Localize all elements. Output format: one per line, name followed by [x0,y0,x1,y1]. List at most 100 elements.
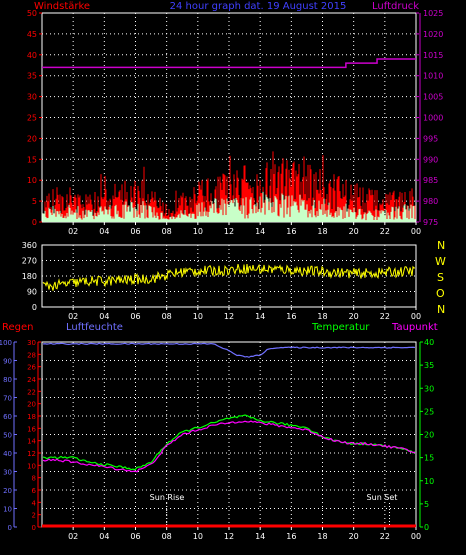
wind-direction-line [42,263,416,291]
pressure-axis-tick-label: 980 [423,197,438,206]
direction-axis-tick-label: 180 [22,272,37,281]
taupunkt-label: Taupunkt [391,322,438,333]
rain-axis-tick-label: 18 [27,413,36,421]
humidity-axis-tick-label: 30 [3,469,12,477]
pressure-axis-tick-label: 975 [423,218,438,227]
wind-axis-tick-label: 40 [27,51,37,60]
wind-panel-x-tick-label: 14 [255,227,265,236]
wind-panel-x-tick-label: 18 [317,227,327,236]
chart-marks: 0510152025303540455097598098599099510001… [0,9,443,541]
rain-axis-tick-label: 8 [32,475,36,483]
temp-panel-x-tick-label: 00 [411,532,421,541]
wind-axis-tick-label: 25 [27,114,37,123]
direction-label-n-top: N [437,239,445,252]
temperature-axis-tick-label: 20 [424,431,434,440]
pressure-axis-tick-label: 985 [423,176,438,185]
humidity-axis-tick-label: 90 [3,358,12,366]
direction-panel-x-tick-label: 14 [255,312,265,321]
rain-axis-tick-label: 10 [27,462,36,470]
humidity-line [42,342,416,358]
temp-panel-x-tick-label: 10 [193,532,203,541]
direction-panel-x-tick-label: 16 [286,312,296,321]
sunset-label: Sun Set [367,493,398,502]
humidity-axis-tick-label: 10 [3,506,12,514]
wind-panel-x-tick-label: 00 [411,227,421,236]
temp-panel-x-tick-label: 14 [255,532,265,541]
wind-panel-x-tick-label: 20 [349,227,359,236]
direction-label-s: S [437,271,444,284]
temp-panel-x-tick-label: 02 [68,532,78,541]
humidity-axis-tick-label: 50 [3,432,12,440]
direction-panel-x-tick-label: 22 [380,312,390,321]
wind-panel-x-tick-label: 22 [380,227,390,236]
pressure-axis-tick-label: 990 [423,155,438,164]
temperatur-label: Temperatur [311,322,370,333]
temperature-line [42,414,416,471]
temp-panel-x-tick-label: 08 [162,532,172,541]
rain-axis-tick-label: 12 [27,450,36,458]
humidity-axis-tick-label: 40 [3,450,12,458]
direction-panel-x-tick-label: 20 [349,312,359,321]
wind-panel-x-tick-label: 04 [99,227,109,236]
wind-axis-tick-label: 30 [27,93,37,102]
wind-axis-tick-label: 5 [32,197,37,206]
rain-axis-tick-label: 2 [32,512,36,520]
rain-axis-tick-label: 6 [32,487,37,495]
pressure-axis-tick-label: 995 [423,134,438,143]
header-center-title: 24 hour graph dat. 19 August 2015 [170,1,347,12]
direction-panel-x-tick-label: 06 [130,312,140,321]
luftfeuchte-label: Luftfeuchte [66,322,123,333]
temp-panel-x-tick-label: 20 [349,532,359,541]
temperature-axis-tick-label: 40 [424,338,434,347]
wind-axis-tick-label: 0 [32,218,37,227]
temperature-axis-tick-label: 35 [424,361,434,370]
wind-axis-tick-label: 10 [27,176,37,185]
pressure-axis-tick-label: 1010 [423,72,443,81]
temp-panel-x-tick-label: 06 [130,532,140,541]
wind-axis-tick-label: 35 [27,72,37,81]
humidity-axis-tick-label: 60 [3,413,12,421]
direction-axis-tick-label: 270 [22,257,37,266]
humidity-axis-tick-label: 20 [3,487,12,495]
temp-panel-x-tick-label: 16 [286,532,296,541]
rain-axis-tick-label: 30 [27,339,36,347]
direction-axis-tick-label: 360 [22,241,37,250]
temp-panel-x-tick-label: 22 [380,532,390,541]
rain-axis-tick-label: 4 [32,499,37,507]
direction-panel-x-tick-label: 02 [68,312,78,321]
rain-axis-tick-label: 20 [27,401,36,409]
wind-axis-tick-label: 20 [27,134,37,143]
wind-panel-x-tick-label: 08 [162,227,172,236]
regen-label: Regen [2,322,34,333]
wind-panel-x-tick-label: 16 [286,227,296,236]
direction-panel-x-tick-label: 04 [99,312,109,321]
humidity-axis-tick-label: 80 [3,376,12,384]
temperature-axis-tick-label: 25 [424,407,434,416]
humidity-axis-tick-label: 100 [0,339,12,347]
pressure-axis-tick-label: 1000 [423,114,443,123]
rain-axis-tick-label: 24 [27,376,36,384]
rain-axis-tick-label: 22 [27,388,36,396]
temperature-axis-tick-label: 15 [424,454,434,463]
header-right-label: Luftdruck [372,1,419,12]
wind-axis-tick-label: 45 [27,30,37,39]
wind-axis-tick-label: 50 [27,9,37,18]
wind-panel-x-tick-label: 10 [193,227,203,236]
rain-axis-tick-label: 0 [32,524,36,532]
pressure-axis-tick-label: 1025 [423,9,443,18]
direction-label-n-bottom: N [437,303,445,316]
direction-axis-tick-label: 0 [32,303,37,312]
temp-panel-x-tick-label: 18 [317,532,327,541]
wind-panel-x-tick-label: 12 [224,227,234,236]
direction-label-o: O [436,287,445,300]
direction-axis-tick-label: 90 [27,288,37,297]
rain-axis-tick-label: 14 [27,438,36,446]
rain-axis-tick-label: 26 [27,364,36,372]
direction-panel-x-tick-label: 12 [224,312,234,321]
wind-panel-x-tick-label: 06 [130,227,140,236]
wind-axis-tick-label: 15 [27,155,37,164]
temperature-axis-tick-label: 0 [424,523,429,532]
pressure-axis-tick-label: 1020 [423,30,443,39]
temp-panel-x-tick-label: 12 [224,532,234,541]
